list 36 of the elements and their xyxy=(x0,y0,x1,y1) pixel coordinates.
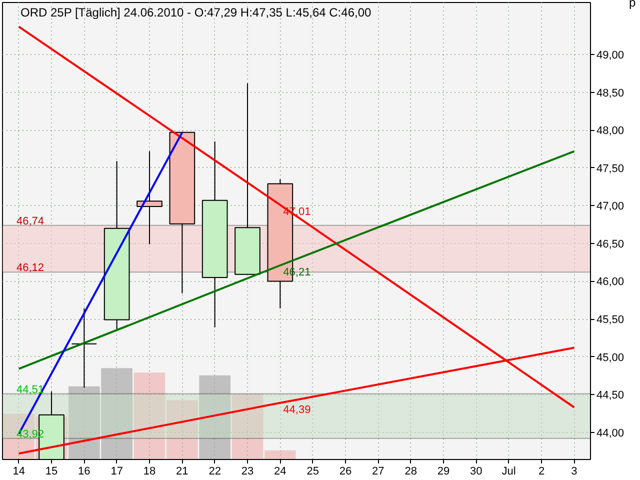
chart-title: ORD 25P [Täglich] 24.06.2010 - O:47,29 H:47,35 L:45,64 C:46,00 xyxy=(20,6,372,20)
y-tick-label: 46,50 xyxy=(596,238,624,250)
x-tick-label: 28 xyxy=(404,466,417,478)
x-tick-label: 29 xyxy=(437,466,450,478)
candlestick xyxy=(136,150,162,245)
x-tick-label: 14 xyxy=(12,466,25,478)
y-axis-title: p xyxy=(629,0,636,10)
x-tick-label: Jul xyxy=(502,466,516,478)
x-tick-label: 3 xyxy=(571,466,578,478)
x-tick-label: 22 xyxy=(208,466,221,478)
x-tick-label: 18 xyxy=(143,466,156,478)
annotation: 46,12 xyxy=(16,262,44,274)
x-tick-label: 27 xyxy=(372,466,384,478)
y-tick-label: 45,50 xyxy=(596,314,624,326)
y-tick-label: 49,00 xyxy=(596,50,624,62)
y-tick-label: 46,00 xyxy=(596,276,624,288)
y-tick-label: 44,50 xyxy=(596,390,624,402)
x-tick-label: 24 xyxy=(274,466,286,478)
x-tick-label: 30 xyxy=(470,466,482,478)
annotation: 46,74 xyxy=(16,215,44,228)
x-tick-label: 17 xyxy=(110,466,123,478)
x-tick-label: 2 xyxy=(538,466,545,478)
y-tick-label: 48,50 xyxy=(596,87,624,100)
x-tick-label: 15 xyxy=(45,466,58,478)
y-tick-label: 47,00 xyxy=(596,200,624,213)
x-tick-label: 25 xyxy=(306,466,319,478)
x-tick-label: 16 xyxy=(78,466,90,478)
data-label: 44,39 xyxy=(283,404,311,416)
candlestick xyxy=(71,308,98,388)
y-tick-label: 45,00 xyxy=(596,352,624,364)
y-tick-label: 48,00 xyxy=(596,125,624,138)
y-tick-label: 47,50 xyxy=(596,162,624,175)
x-tick-label: 23 xyxy=(241,466,254,478)
x-tick-label: 26 xyxy=(339,466,352,478)
y-tick-label: 44,00 xyxy=(596,427,624,440)
x-tick-label: 21 xyxy=(176,466,188,478)
